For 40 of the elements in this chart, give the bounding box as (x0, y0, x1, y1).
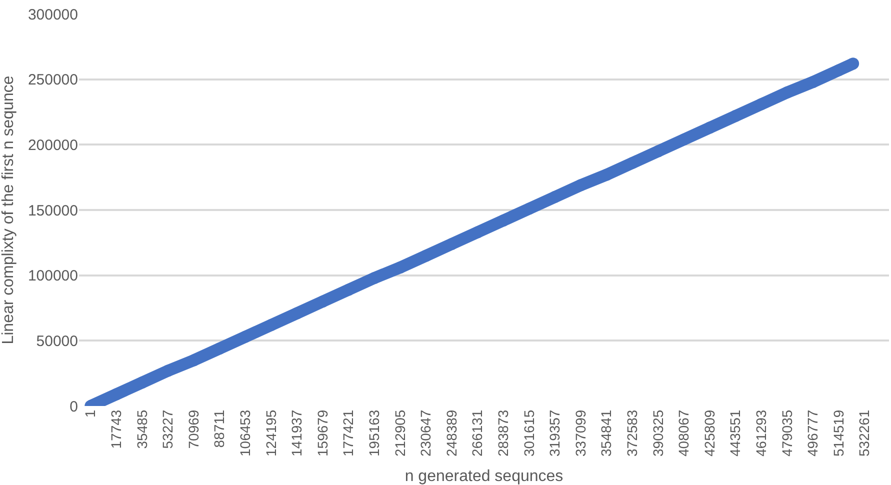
x-tick-label: 124195 (262, 410, 279, 457)
x-tick-label: 301615 (520, 410, 537, 457)
x-tick-label: 141937 (288, 410, 305, 457)
x-tick-label: 532261 (856, 410, 872, 457)
x-tick-label: 159679 (314, 410, 330, 457)
x-tick-label: 337099 (572, 410, 588, 457)
x-tick-label: 195163 (366, 410, 382, 457)
x-tick-label: 514519 (830, 410, 846, 457)
x-tick-label: 496777 (804, 410, 821, 457)
x-tick-label: 248389 (443, 410, 460, 457)
x-tick-label: 266131 (469, 410, 486, 457)
x-tick-label: 372583 (624, 410, 640, 457)
y-axis-title: Linear complixty of the first n sequnce (0, 76, 17, 344)
y-tick-label: 100000 (28, 268, 78, 285)
x-tick-label: 177421 (340, 410, 356, 457)
x-tick-label: 283873 (495, 410, 511, 457)
x-tick-label: 354841 (598, 410, 614, 457)
x-tick-label: 479035 (778, 410, 795, 457)
x-tick-label: 106453 (236, 410, 253, 457)
x-tick-label: 53227 (160, 410, 176, 449)
x-tick-label: 230647 (418, 410, 434, 457)
x-tick-label: 461293 (753, 410, 769, 457)
x-tick-label: 443551 (727, 410, 744, 457)
x-tick-label: 17743 (108, 410, 124, 449)
x-tick-label: 425809 (701, 410, 718, 457)
y-tick-label: 200000 (28, 136, 78, 154)
x-tick-label: 408067 (676, 410, 692, 457)
x-axis-title: n generated sequnces (404, 468, 564, 485)
x-tick-label: 88711 (211, 410, 228, 448)
y-tick-label: 300000 (28, 6, 78, 24)
x-tick-label: 1 (82, 410, 98, 418)
y-tick-label: 0 (70, 398, 78, 416)
x-tick-label: 212905 (392, 410, 408, 457)
x-tick-label: 35485 (134, 410, 150, 449)
y-tick-label: 50000 (36, 332, 78, 350)
x-tick-label: 70969 (185, 410, 202, 449)
y-tick-label: 150000 (28, 202, 78, 220)
y-tick-label: 250000 (28, 72, 78, 89)
x-tick-label: 390325 (650, 410, 666, 457)
x-tick-label: 319357 (546, 410, 563, 457)
